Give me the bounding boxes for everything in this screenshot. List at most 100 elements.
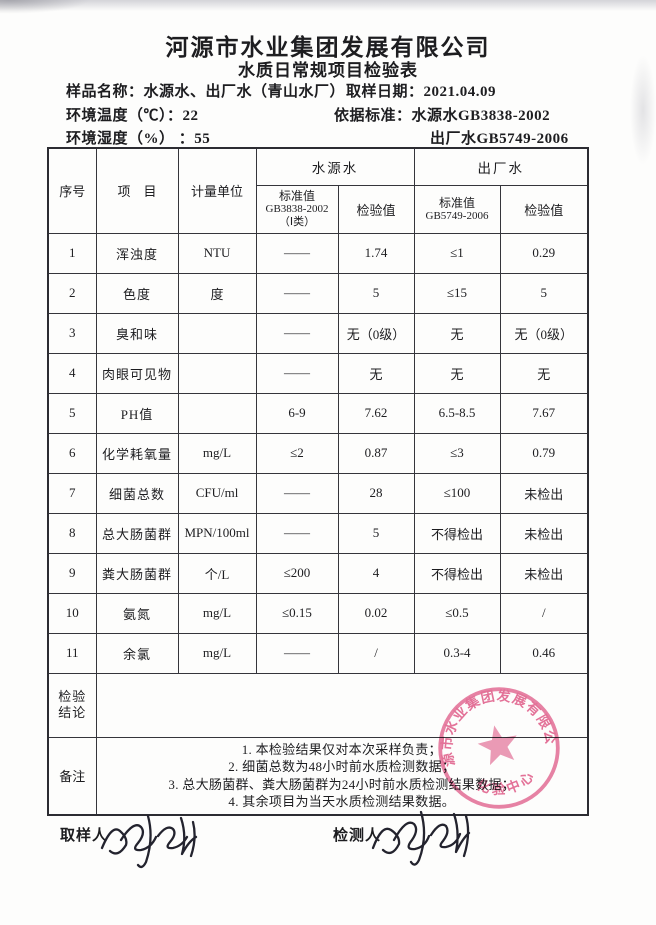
info-line-sample: 样品名称：水源水、出厂水（青山水厂） 取样日期：2021.04.09 — [66, 82, 636, 103]
cell-val-outlet: 0.79 — [499, 432, 589, 474]
cell-val-outlet: 7.67 — [499, 392, 589, 434]
cell-std-source: ≤2 — [255, 432, 339, 474]
cell-std-source: —— — [255, 472, 339, 514]
col-group-outlet-water: 出厂水 — [413, 147, 589, 186]
ambient-temp-label: 环境温度（℃）： — [66, 108, 183, 124]
conclusion-value — [95, 672, 589, 738]
cell-val-outlet: 未检出 — [499, 472, 589, 514]
ambient-temp-value: 22 — [182, 108, 199, 124]
scan-edge-artifact — [0, 0, 656, 11]
cell-no: 7 — [47, 472, 97, 514]
standard-source-water: 水源水GB3838-2002 — [411, 108, 551, 124]
col-header-val-source: 检验值 — [337, 184, 415, 234]
cell-no: 6 — [47, 432, 97, 474]
cell-no: 3 — [47, 312, 97, 354]
info-line-temperature: 环境温度（℃）：22 依据标准：水源水GB3838-2002 — [66, 106, 636, 127]
table-row: 5 PH值 6-9 7.62 6.5-8.5 7.67 — [47, 392, 589, 434]
col-header-std-source: 标准值 GB3838-2002 （Ⅰ类） — [255, 184, 339, 234]
cell-unit — [177, 392, 257, 434]
remark-line: 4. 其余项目为当天水质检测结果数据。 — [228, 794, 456, 810]
cell-val-source: 0.87 — [337, 432, 415, 474]
cell-val-outlet: 5 — [499, 272, 589, 314]
table-row: 7 细菌总数 CFU/ml —— 28 ≤100 未检出 — [47, 472, 589, 514]
cell-item: 粪大肠菌群 — [95, 552, 179, 594]
scan-corner-artifact — [0, 0, 90, 14]
standard-outlet-water: 出厂水GB5749-2006 — [430, 131, 569, 147]
cell-val-source: 0.02 — [337, 592, 415, 634]
cell-val-source: 4 — [337, 552, 415, 594]
cell-item: 浑浊度 — [95, 232, 179, 274]
cell-no: 5 — [47, 392, 97, 434]
cell-val-outlet: 无 — [499, 352, 589, 394]
cell-item: 余氯 — [95, 632, 179, 674]
col-header-unit: 计量单位 — [177, 147, 257, 234]
remarks-label: 备注 — [47, 736, 97, 816]
cell-no: 8 — [47, 512, 97, 554]
table-row: 6 化学耗氧量 mg/L ≤2 0.87 ≤3 0.79 — [47, 432, 589, 474]
cell-unit: mg/L — [177, 632, 257, 674]
sampler-label: 取样人 — [60, 828, 109, 844]
cell-unit: mg/L — [177, 592, 257, 634]
sampling-date-value: 2021.04.09 — [423, 84, 497, 100]
document-title: 水质日常规项目检验表 — [238, 61, 418, 80]
cell-std-source: —— — [255, 632, 339, 674]
cell-val-source: 5 — [337, 272, 415, 314]
table-row: 2 色度 度 —— 5 ≤15 5 — [47, 272, 589, 314]
cell-unit: mg/L — [177, 432, 257, 474]
table-row: 4 肉眼可见物 —— 无 无 无 — [47, 352, 589, 394]
col-header-item: 项 目 — [95, 147, 179, 234]
table-row: 11 余氯 mg/L —— / 0.3-4 0.46 — [47, 632, 589, 674]
cell-item: 氨氮 — [95, 592, 179, 634]
sampler-signature — [100, 814, 198, 869]
table-row: 10 氨氮 mg/L ≤0.15 0.02 ≤0.5 / — [47, 592, 589, 634]
cell-val-source: 无（0级） — [337, 312, 415, 354]
cell-unit: 个/L — [177, 552, 257, 594]
cell-val-outlet: 未检出 — [499, 552, 589, 594]
cell-item: 色度 — [95, 272, 179, 314]
cell-std-outlet: 无 — [413, 352, 501, 394]
cell-std-outlet: 不得检出 — [413, 552, 501, 594]
conclusion-row: 检验 结论 — [47, 672, 589, 738]
cell-no: 2 — [47, 272, 97, 314]
col-header-val-outlet: 检验值 — [499, 184, 589, 234]
cell-no: 11 — [47, 632, 97, 674]
cell-unit: 度 — [177, 272, 257, 314]
cell-std-outlet: 6.5-8.5 — [413, 392, 501, 434]
cell-std-outlet: ≤100 — [413, 472, 501, 514]
cell-unit — [177, 352, 257, 394]
cell-val-source: 5 — [337, 512, 415, 554]
table-row: 3 臭和味 —— 无（0级） 无 无（0级） — [47, 312, 589, 354]
cell-std-outlet: 不得检出 — [413, 512, 501, 554]
table-row: 8 总大肠菌群 MPN/100ml —— 5 不得检出 未检出 — [47, 512, 589, 554]
ambient-humidity-label: 环境湿度（%） ： — [66, 131, 195, 147]
cell-val-outlet: 未检出 — [499, 512, 589, 554]
cell-no: 1 — [47, 232, 97, 274]
cell-val-source: / — [337, 632, 415, 674]
sample-name-label: 样品名称： — [66, 84, 144, 100]
table-header-group-row: 序号 项 目 计量单位 水源水 出厂水 — [47, 147, 589, 234]
sample-name-value: 水源水、出厂水（青山水厂） — [143, 84, 346, 100]
cell-unit: MPN/100ml — [177, 512, 257, 554]
cell-std-outlet: ≤1 — [413, 232, 501, 274]
cell-std-outlet: ≤3 — [413, 432, 501, 474]
table-row: 9 粪大肠菌群 个/L ≤200 4 不得检出 未检出 — [47, 552, 589, 594]
cell-unit: CFU/ml — [177, 472, 257, 514]
inspection-table: 序号 项 目 计量单位 水源水 出厂水 标准值 GB3838-2002 （Ⅰ类）… — [47, 147, 589, 816]
cell-std-source: ≤0.15 — [255, 592, 339, 634]
sampling-date-label: 取样日期： — [346, 84, 424, 100]
remark-line: 3. 总大肠菌群、粪大肠菌群为24小时前水质检测结果数据； — [168, 776, 516, 792]
cell-item: 总大肠菌群 — [95, 512, 179, 554]
cell-val-source: 7.62 — [337, 392, 415, 434]
cell-item: PH值 — [95, 392, 179, 434]
cell-std-source: —— — [255, 272, 339, 314]
cell-std-source: —— — [255, 512, 339, 554]
cell-no: 10 — [47, 592, 97, 634]
col-header-no: 序号 — [47, 147, 97, 234]
col-group-source-water: 水源水 — [255, 147, 415, 186]
table-row: 1 浑浊度 NTU —— 1.74 ≤1 0.29 — [47, 232, 589, 274]
cell-std-outlet: ≤0.5 — [413, 592, 501, 634]
col-header-std-outlet: 标准值 GB5749-2006 — [413, 184, 501, 234]
cell-unit — [177, 312, 257, 354]
cell-std-outlet: 无 — [413, 312, 501, 354]
cell-item: 化学耗氧量 — [95, 432, 179, 474]
